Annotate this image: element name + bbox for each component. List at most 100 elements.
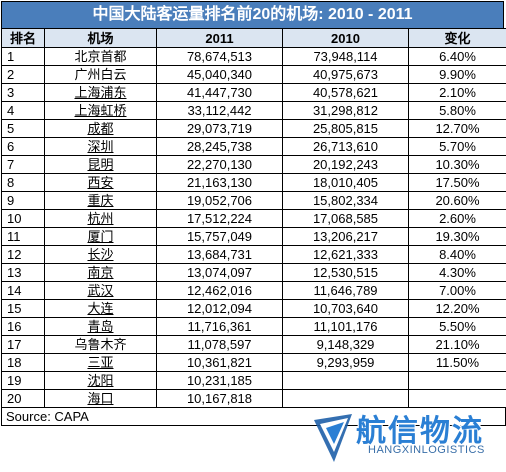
airport-name: 沈阳: [87, 373, 114, 388]
header-change: 变化: [408, 28, 506, 48]
table-row: 17 乌鲁木齐 11,078,597 9,148,329 21.10%: [1, 335, 506, 354]
airport-name: 上海虹桥: [74, 103, 127, 118]
airport-cell: 长沙: [44, 245, 157, 264]
rank-cell: 1: [1, 47, 45, 66]
passengers-2010-cell: 9,148,329: [282, 335, 409, 354]
plane-logo-icon: [314, 414, 352, 462]
table-row: 10 杭州 17,512,224 17,068,585 2.60%: [1, 209, 506, 228]
table-row: 18 三亚 10,361,821 9,293,959 11.50%: [1, 353, 506, 372]
airport-name: 上海浦东: [74, 85, 127, 100]
table-row: 11 厦门 15,757,049 13,206,217 19.30%: [1, 227, 506, 246]
airport-name: 海口: [87, 391, 114, 406]
airport-name: 青岛: [87, 319, 114, 334]
change-cell: 12.20%: [408, 299, 506, 318]
passengers-2011-cell: 10,231,185: [156, 371, 283, 390]
airport-cell: 上海浦东: [44, 83, 157, 102]
passengers-2010-cell: 40,975,673: [282, 65, 409, 84]
airport-name: 厦门: [87, 229, 114, 244]
passengers-2011-cell: 19,052,706: [156, 191, 283, 210]
change-cell: 9.90%: [408, 65, 506, 84]
airport-cell: 武汉: [44, 281, 157, 300]
passengers-2010-cell: [282, 371, 409, 390]
table-body: 1 北京首都 78,674,513 73,948,114 6.40% 2 广州白云 45,04…: [1, 47, 506, 408]
airport-name: 北京首都: [74, 49, 127, 64]
airport-cell: 昆明: [44, 155, 157, 174]
rank-cell: 16: [1, 317, 45, 336]
rank-cell: 13: [1, 263, 45, 282]
table-row: 5 成都 29,073,719 25,805,815 12.70%: [1, 119, 506, 138]
header-rank: 排名: [1, 28, 45, 48]
rank-cell: 5: [1, 119, 45, 138]
table-row: 16 青岛 11,716,361 11,101,176 5.50%: [1, 317, 506, 336]
passengers-2011-cell: 11,716,361: [156, 317, 283, 336]
passengers-2010-cell: [282, 389, 409, 408]
airport-ranking-sheet: 中国大陆客运量排名前20的机场: 2010 - 2011 排名 机场 2011 …: [1, 1, 506, 426]
airport-name: 南京: [87, 265, 114, 280]
change-cell: 11.50%: [408, 353, 506, 372]
airport-cell: 厦门: [44, 227, 157, 246]
airport-cell: 沈阳: [44, 371, 157, 390]
change-cell: 17.50%: [408, 173, 506, 192]
rank-cell: 15: [1, 299, 45, 318]
airport-name: 成都: [87, 121, 114, 136]
table-row: 2 广州白云 45,040,340 40,975,673 9.90%: [1, 65, 506, 84]
watermark-logo-text: 航信物流: [356, 415, 484, 448]
change-cell: [408, 389, 506, 408]
change-cell: 20.60%: [408, 191, 506, 210]
ranking-table: 排名 机场 2011 2010 变化 1 北京首都 78,674,513 73,948…: [1, 28, 506, 408]
airport-cell: 乌鲁木齐: [44, 335, 157, 354]
table-title: 中国大陆客运量排名前20的机场: 2010 - 2011: [1, 1, 504, 28]
rank-cell: 4: [1, 101, 45, 120]
rank-cell: 17: [1, 335, 45, 354]
header-airport: 机场: [44, 28, 157, 48]
passengers-2010-cell: 31,298,812: [282, 101, 409, 120]
table-row: 20 海口 10,167,818: [1, 389, 506, 408]
airport-cell: 深圳: [44, 137, 157, 156]
airport-cell: 上海虹桥: [44, 101, 157, 120]
passengers-2011-cell: 33,112,442: [156, 101, 283, 120]
passengers-2011-cell: 21,163,130: [156, 173, 283, 192]
passengers-2011-cell: 10,361,821: [156, 353, 283, 372]
change-cell: 8.40%: [408, 245, 506, 264]
rank-cell: 11: [1, 227, 45, 246]
table-row: 3 上海浦东 41,447,730 40,578,621 2.10%: [1, 83, 506, 102]
airport-cell: 北京首都: [44, 47, 157, 66]
table-row: 1 北京首都 78,674,513 73,948,114 6.40%: [1, 47, 506, 66]
passengers-2010-cell: 10,703,640: [282, 299, 409, 318]
change-cell: 10.30%: [408, 155, 506, 174]
rank-cell: 14: [1, 281, 45, 300]
passengers-2011-cell: 13,074,097: [156, 263, 283, 282]
rank-cell: 8: [1, 173, 45, 192]
airport-name: 重庆: [87, 193, 114, 208]
airport-cell: 广州白云: [44, 65, 157, 84]
airport-name: 大连: [87, 301, 114, 316]
rank-cell: 20: [1, 389, 45, 408]
rank-cell: 2: [1, 65, 45, 84]
passengers-2011-cell: 15,757,049: [156, 227, 283, 246]
table-row: 4 上海虹桥 33,112,442 31,298,812 5.80%: [1, 101, 506, 120]
airport-cell: 成都: [44, 119, 157, 138]
rank-cell: 18: [1, 353, 45, 372]
change-cell: 5.50%: [408, 317, 506, 336]
change-cell: 7.00%: [408, 281, 506, 300]
passengers-2010-cell: 20,192,243: [282, 155, 409, 174]
passengers-2010-cell: 40,578,621: [282, 83, 409, 102]
airport-name: 深圳: [87, 139, 114, 154]
passengers-2011-cell: 28,245,738: [156, 137, 283, 156]
passengers-2010-cell: 17,068,585: [282, 209, 409, 228]
table-row: 7 昆明 22,270,130 20,192,243 10.30%: [1, 155, 506, 174]
change-cell: 2.60%: [408, 209, 506, 228]
passengers-2010-cell: 13,206,217: [282, 227, 409, 246]
table-row: 12 长沙 13,684,731 12,621,333 8.40%: [1, 245, 506, 264]
table-row: 9 重庆 19,052,706 15,802,334 20.60%: [1, 191, 506, 210]
passengers-2010-cell: 26,713,610: [282, 137, 409, 156]
passengers-2011-cell: 12,012,094: [156, 299, 283, 318]
change-cell: 6.40%: [408, 47, 506, 66]
passengers-2011-cell: 78,674,513: [156, 47, 283, 66]
airport-name: 杭州: [87, 211, 114, 226]
passengers-2011-cell: 12,462,016: [156, 281, 283, 300]
airport-name: 武汉: [87, 283, 114, 298]
passengers-2010-cell: 18,010,405: [282, 173, 409, 192]
rank-cell: 7: [1, 155, 45, 174]
rank-cell: 12: [1, 245, 45, 264]
